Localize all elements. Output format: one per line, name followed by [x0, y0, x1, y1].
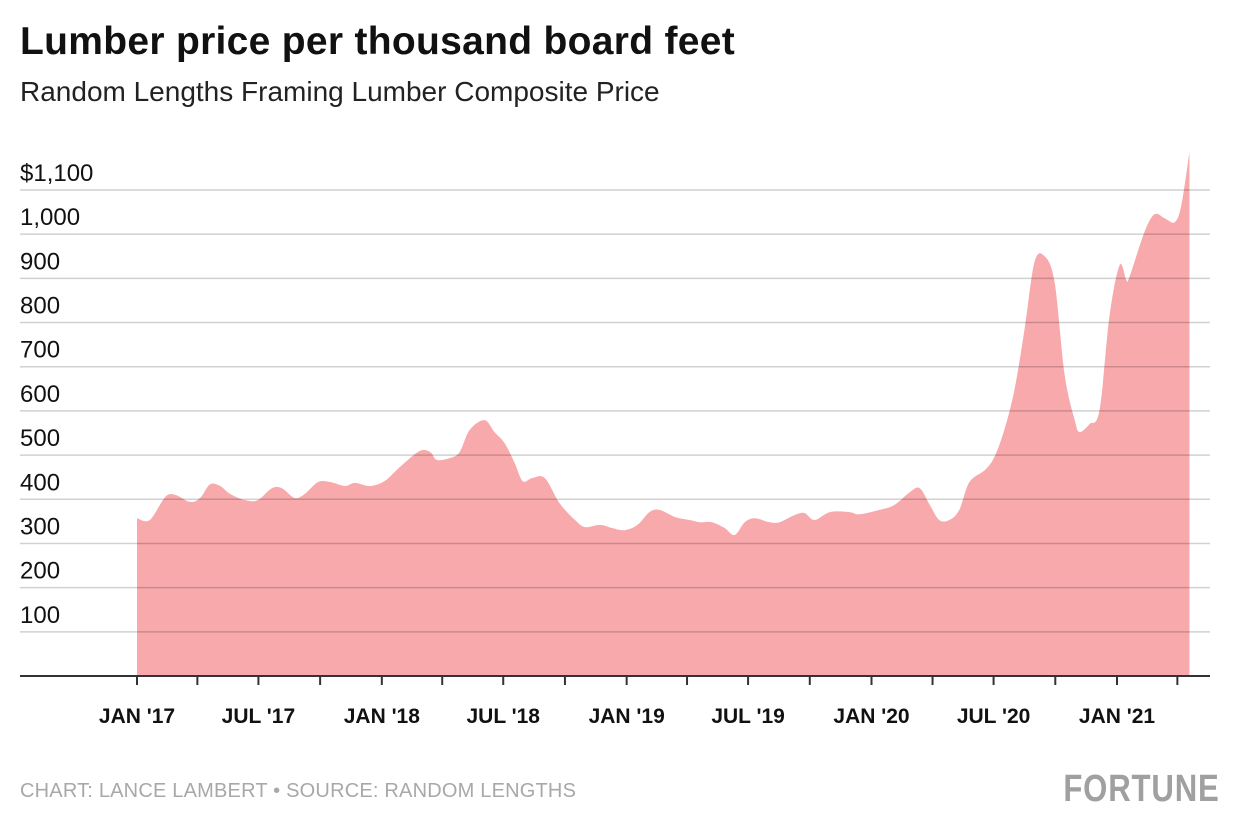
y-tick-label: 400 — [20, 469, 60, 496]
x-tick-label: JAN '18 — [344, 705, 421, 728]
x-tick-label: JAN '20 — [833, 705, 909, 728]
y-tick-label: 1,000 — [20, 204, 80, 231]
y-tick-label: 800 — [20, 293, 60, 320]
x-tick-label: JAN '19 — [589, 705, 665, 728]
chart-title: Lumber price per thousand board feet — [20, 20, 736, 63]
x-tick-label: JAN '17 — [99, 705, 175, 728]
fortune-logo: FORTUNE — [1063, 768, 1220, 810]
x-tick-label: JUL '19 — [711, 705, 784, 728]
x-tick-label: JUL '17 — [222, 705, 295, 728]
x-tick-label: JUL '20 — [957, 705, 1030, 728]
y-tick-label: 900 — [20, 248, 60, 275]
y-tick-label: 300 — [20, 513, 60, 540]
x-tick-label: JUL '18 — [467, 705, 541, 728]
chart-subtitle: Random Lengths Framing Lumber Composite … — [20, 76, 660, 107]
y-tick-label: 200 — [20, 558, 60, 585]
y-tick-label: 500 — [20, 425, 60, 452]
x-tick-label: JAN '21 — [1079, 705, 1156, 728]
y-tick-label: 100 — [20, 602, 60, 629]
y-tick-label: 700 — [20, 337, 60, 364]
chart-credit: CHART: LANCE LAMBERT • SOURCE: RANDOM LE… — [20, 780, 577, 802]
y-tick-label: $1,100 — [20, 160, 93, 187]
price-area — [137, 152, 1190, 676]
y-tick-label: 600 — [20, 381, 60, 408]
